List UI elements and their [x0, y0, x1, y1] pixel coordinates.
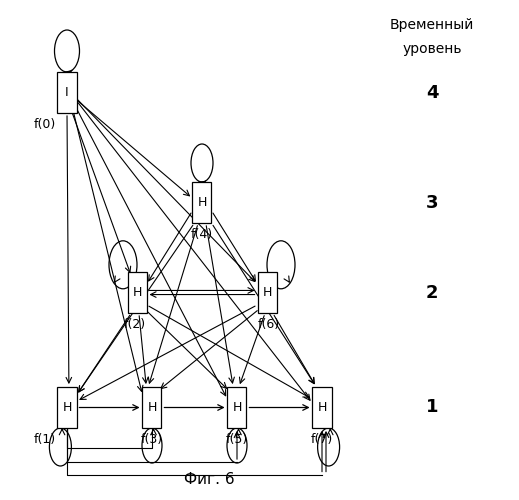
FancyBboxPatch shape	[143, 387, 161, 428]
Text: H: H	[317, 401, 326, 414]
Text: H: H	[262, 286, 271, 299]
Text: 1: 1	[426, 398, 438, 416]
FancyBboxPatch shape	[257, 272, 277, 313]
Text: H: H	[233, 401, 242, 414]
Text: f(4): f(4)	[191, 228, 213, 241]
Text: I: I	[65, 86, 69, 99]
Text: 4: 4	[426, 84, 438, 102]
Text: H: H	[62, 401, 72, 414]
Text: H: H	[132, 286, 142, 299]
FancyBboxPatch shape	[193, 182, 212, 223]
Text: f(5): f(5)	[226, 433, 248, 446]
Text: уровень: уровень	[402, 42, 462, 56]
FancyBboxPatch shape	[128, 272, 146, 313]
Text: f(7): f(7)	[311, 433, 333, 446]
Text: H: H	[147, 401, 157, 414]
Text: 2: 2	[426, 284, 438, 302]
Text: f(3): f(3)	[141, 433, 163, 446]
Text: 3: 3	[426, 194, 438, 212]
Text: f(1): f(1)	[33, 433, 56, 446]
Text: f(6): f(6)	[258, 318, 280, 331]
FancyBboxPatch shape	[58, 387, 76, 428]
FancyBboxPatch shape	[312, 387, 332, 428]
FancyBboxPatch shape	[227, 387, 247, 428]
Text: f(2): f(2)	[124, 318, 146, 331]
Text: f(0): f(0)	[33, 118, 56, 131]
Text: H: H	[197, 196, 207, 209]
Text: Временный: Временный	[390, 18, 474, 32]
FancyBboxPatch shape	[57, 72, 77, 113]
Text: Фиг. 6: Фиг. 6	[184, 472, 235, 488]
